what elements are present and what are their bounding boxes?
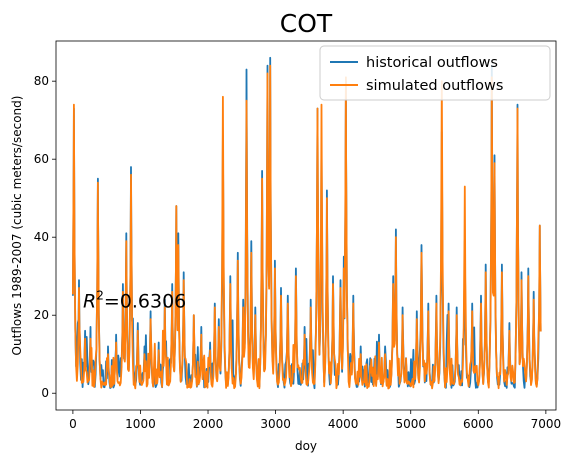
chart-title: COT [280, 9, 333, 38]
y-axis: 0 20 40 60 80 [34, 74, 56, 400]
x-axis-label: doy [295, 439, 317, 453]
x-axis: 0 1000 2000 3000 4000 5000 6000 7000 [69, 410, 561, 431]
x-tick-label: 3000 [260, 417, 291, 431]
legend: historical outflows simulated outflows [319, 45, 551, 101]
r-squared-annotation: R2=0.6306 [83, 289, 186, 313]
legend-label-simulated: simulated outflows [366, 78, 503, 94]
r-squared-value: =0.6306 [104, 291, 186, 313]
plot-area [72, 56, 542, 390]
y-tick-label: 40 [34, 230, 49, 244]
y-tick-label: 80 [34, 74, 49, 88]
r-squared-exponent: 2 [96, 289, 104, 303]
y-tick-label: 60 [34, 152, 49, 166]
x-tick-label: 6000 [463, 417, 494, 431]
r-squared-symbol: R [83, 291, 96, 313]
x-tick-label: 4000 [328, 417, 359, 431]
legend-box [319, 45, 551, 101]
y-axis-label: Outflows 1989-2007 (cubic meters/second) [10, 96, 24, 356]
axes-frame [55, 40, 557, 411]
x-tick-label: 2000 [193, 417, 224, 431]
legend-label-historical: historical outflows [366, 55, 498, 71]
series-line-simulated [72, 64, 542, 390]
x-tick-label: 0 [69, 417, 77, 431]
x-tick-label: 1000 [125, 417, 156, 431]
x-tick-label: 5000 [395, 417, 426, 431]
y-tick-label: 20 [34, 308, 49, 322]
y-tick-label: 0 [41, 386, 49, 400]
x-tick-label: 7000 [531, 417, 562, 431]
series-line-historical [72, 56, 542, 390]
